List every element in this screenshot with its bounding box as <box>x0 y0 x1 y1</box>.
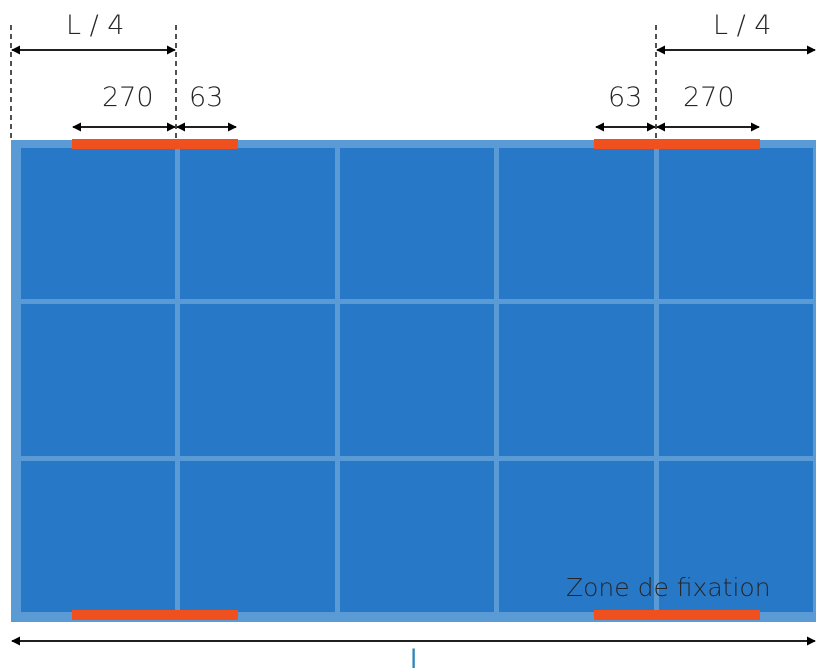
fixing-zone-bottom-right <box>594 610 760 620</box>
panel-cell <box>340 304 494 456</box>
panel-cell <box>180 461 335 612</box>
panel-cells <box>21 148 813 612</box>
panel-cell <box>21 461 175 612</box>
panel-cell <box>21 148 175 299</box>
left-quarter-label: L / 4 <box>66 10 124 41</box>
panel-cell <box>499 304 654 456</box>
panel-cell <box>180 148 335 299</box>
right-quarter-label: L / 4 <box>713 10 771 41</box>
fixing-zone-bottom-left <box>72 610 238 620</box>
panel-cell <box>21 304 175 456</box>
left-fixing-length-label: 270 <box>102 82 154 113</box>
panel-cell <box>499 148 654 299</box>
panel-cell <box>659 304 813 456</box>
panel-cell <box>499 461 654 612</box>
panel-cell <box>180 304 335 456</box>
reference-lines <box>10 25 657 139</box>
panel-cell <box>340 461 494 612</box>
fixing-zone-top-left <box>72 139 238 149</box>
panel-cell <box>659 148 813 299</box>
right-fixing-length-label: 270 <box>683 82 735 113</box>
panel-cell <box>659 461 813 612</box>
fixation-zone-label: Zone de fixation <box>566 573 771 602</box>
right-offset-label: 63 <box>608 82 642 113</box>
total-length-label: l <box>410 645 417 668</box>
panel-cell <box>340 148 494 299</box>
fixing-zones <box>72 139 760 620</box>
left-offset-label: 63 <box>189 82 223 113</box>
fixing-zone-top-right <box>594 139 760 149</box>
dimension-arrows <box>11 45 816 646</box>
solar-panel <box>11 140 816 622</box>
